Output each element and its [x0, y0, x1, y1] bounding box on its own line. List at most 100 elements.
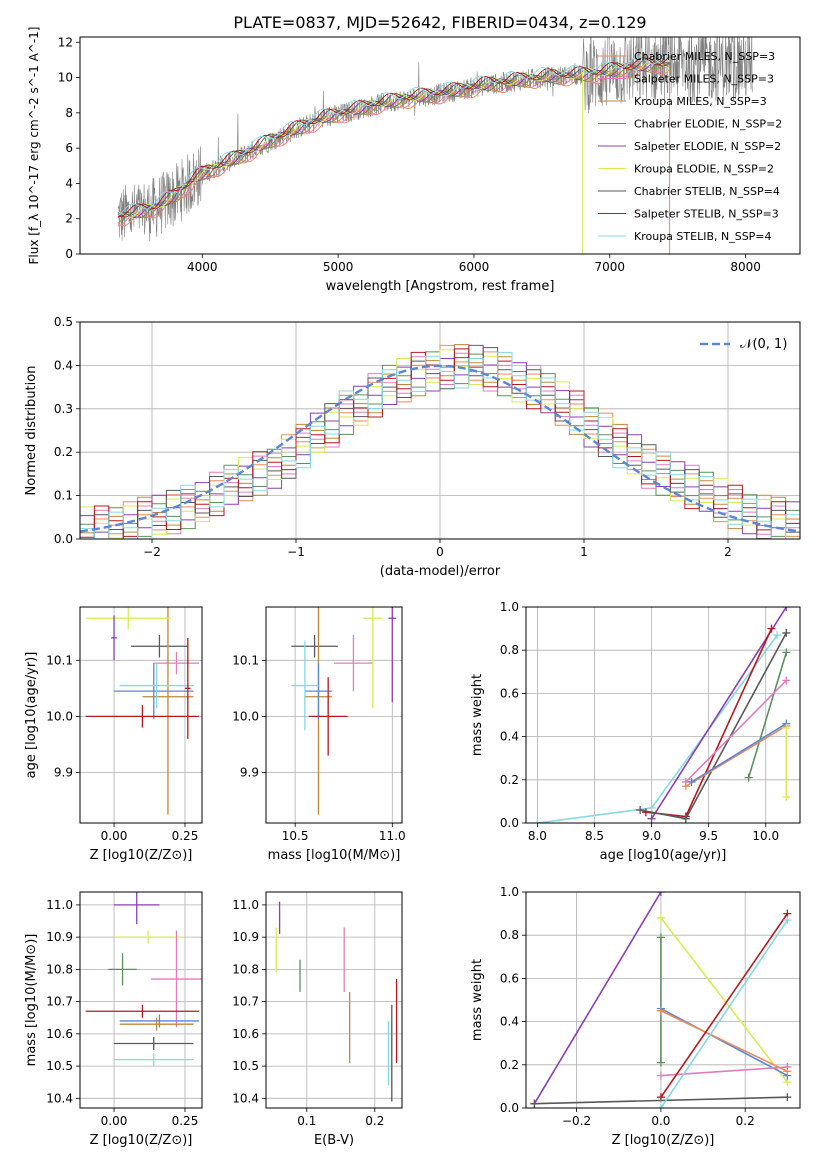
series-line-8 [534, 1096, 788, 1105]
y-tick-label: 0.8 [500, 928, 519, 942]
y-tick-label: 1.0 [500, 600, 519, 614]
series-line-6 [685, 679, 787, 783]
normal-reference-curve [80, 364, 800, 533]
y-tick-label: 0.2 [54, 445, 73, 459]
legend-label-normal: 𝒩(0, 1) [740, 337, 787, 352]
series-marker [783, 916, 792, 925]
plot-area [80, 892, 202, 1108]
y-tick-label: 0.5 [54, 315, 73, 329]
series-marker [656, 892, 665, 896]
series-line-7 [660, 913, 789, 1098]
series-line-5 [660, 1010, 788, 1073]
series-line-7 [685, 725, 787, 787]
x-axis-label: (data-model)/error [380, 564, 501, 579]
x-axis-label: Z [log10(Z/Z⊙)] [612, 1133, 715, 1148]
series-marker [782, 676, 791, 685]
y-tick-label: 4 [65, 176, 73, 190]
axes-frame [265, 606, 403, 824]
x-tick-label: −1 [287, 545, 305, 559]
chart-panel-2: −2 −1 0 1 2 0.0 0.1 0.2 0.3 0.4 0.5 (data-model)/er… [24, 315, 801, 579]
axes-frame [265, 891, 403, 1109]
x-axis-label: E(B-V) [314, 1133, 354, 1148]
series-marker [744, 773, 753, 782]
y-tick-label: 0.8 [500, 643, 519, 657]
chart-panel-5: 8.0 8.5 9.0 9.5 10.0 0.0 0.2 0.4 0.6 0.8 1.0 age [l… [470, 600, 801, 863]
y-tick-label: 9.9 [54, 766, 73, 780]
series-marker [647, 814, 656, 823]
legend-label-7: Chabrier STELIB, N_SSP=4 [634, 185, 780, 198]
legend-label-4: Chabrier ELODIE, N_SSP=2 [634, 118, 782, 131]
series-marker [656, 1071, 665, 1080]
x-tick-label: 8000 [730, 260, 761, 274]
legend-label-1: Chabrier MILES, N_SSP=3 [634, 50, 775, 63]
y-tick-label: 11.0 [232, 898, 259, 912]
series-marker [533, 819, 542, 823]
x-tick-label: 8.0 [528, 829, 547, 843]
axes-frame [79, 36, 801, 255]
chart-panel-7: 0.1 0.2 10.4 10.5 10.6 10.7 10.8 10.9 11.0 E(B-V) [232, 891, 403, 1148]
chart-panel-3: 0.00 0.25 9.9 10.0 10.1 Z [log10(Z/Z⊙)] age [l… [24, 606, 203, 863]
y-tick-label: 0.1 [54, 489, 73, 503]
y-tick-label: 10.9 [46, 930, 73, 944]
y-tick-label: 11.0 [46, 898, 73, 912]
y-tick-label: 0 [65, 247, 73, 261]
y-axis-label: Normed distribution [24, 366, 39, 496]
y-tick-label: 0.0 [500, 1101, 519, 1115]
x-tick-label: 1 [580, 545, 588, 559]
y-tick-label: 0.6 [500, 971, 519, 985]
y-tick-label: 10.1 [46, 653, 73, 667]
axes-frame [79, 606, 203, 824]
series-marker [782, 628, 791, 637]
series-marker [782, 607, 791, 611]
x-tick-label: 8.5 [585, 829, 604, 843]
y-axis-label: mass weight [470, 674, 485, 756]
legend-label-9: Kroupa STELIB, N_SSP=4 [634, 230, 772, 243]
y-tick-label: 10.6 [232, 1027, 259, 1041]
y-axis-label: mass weight [470, 959, 485, 1041]
series-marker [782, 648, 791, 657]
y-tick-label: 10.8 [232, 962, 259, 976]
chart-panel-8: −0.2 0.0 0.2 0.0 0.2 0.4 0.6 0.8 1.0 Z [log10(Z/Z… [470, 885, 801, 1148]
x-axis-label: mass [log10(M/M⊙)] [268, 848, 401, 863]
y-tick-label: 1.0 [500, 885, 519, 899]
y-tick-label: 10.4 [232, 1091, 259, 1105]
x-tick-label: 6000 [459, 260, 490, 274]
series-line-6 [660, 1066, 788, 1077]
model-spectrum-line-3 [117, 62, 670, 224]
series-marker [656, 1104, 665, 1108]
series-marker [656, 933, 665, 942]
x-tick-label: 7000 [595, 260, 626, 274]
figure-title: PLATE=0837, MJD=52642, FIBERID=0434, z=0… [233, 13, 646, 32]
y-tick-label: 10.7 [46, 995, 73, 1009]
x-tick-label: 10.5 [282, 829, 309, 843]
series-marker [636, 806, 645, 815]
x-tick-label: 0.25 [172, 1114, 199, 1128]
y-tick-label: 6 [65, 141, 73, 155]
legend-label-2: Salpeter MILES, N_SSP=3 [634, 73, 774, 86]
x-axis-label: wavelength [Angstrom, rest frame] [326, 279, 555, 294]
y-tick-label: 2 [65, 212, 73, 226]
y-tick-label: 10.8 [46, 962, 73, 976]
series-marker [687, 777, 696, 786]
model-spectrum-line-6 [117, 58, 670, 218]
y-axis-label: Flux [f_λ 10^-17 erg cm^-2 s^-1 A^-1] [27, 27, 41, 265]
legend-label-5: Salpeter ELODIE, N_SSP=2 [634, 140, 781, 153]
series-marker [656, 913, 665, 922]
y-tick-label: 0.2 [500, 1058, 519, 1072]
y-tick-label: 10.5 [232, 1059, 259, 1073]
x-tick-label: 0.25 [172, 829, 199, 843]
y-tick-label: 10.0 [46, 709, 73, 723]
x-axis-label: Z [log10(Z/Z⊙)] [90, 848, 193, 863]
y-axis-label: mass [log10(M/M⊙)] [24, 934, 39, 1067]
x-tick-label: 0.2 [365, 1114, 384, 1128]
y-tick-label: 10.5 [46, 1059, 73, 1073]
series-marker [656, 1058, 665, 1067]
plot-area [80, 607, 202, 823]
series-marker [783, 1093, 792, 1102]
x-tick-label: 10.0 [752, 829, 779, 843]
legend-label-3: Kroupa MILES, N_SSP=3 [634, 95, 767, 108]
x-axis-label: age [log10(age/yr)] [600, 848, 727, 863]
series-marker [681, 782, 690, 791]
model-spectrum-line-9 [117, 53, 670, 216]
